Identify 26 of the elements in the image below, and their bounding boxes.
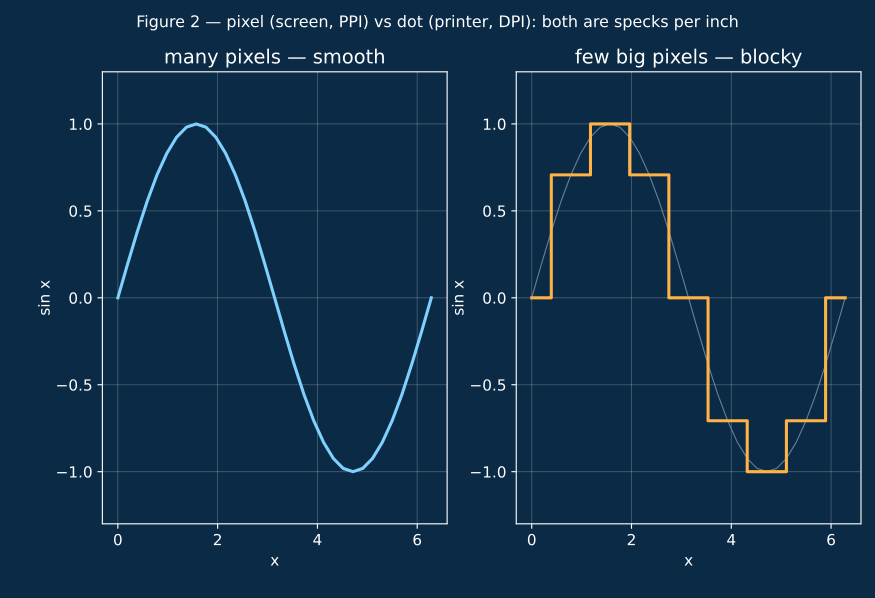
y-tick-label: 0.0 <box>483 292 506 304</box>
x-tick-label: 6 <box>827 534 835 546</box>
y-tick-label: 1.0 <box>484 118 506 130</box>
x-tick-label: 2 <box>214 534 221 546</box>
chart-title: many pixels — smooth <box>166 48 384 68</box>
x-tick-label: 0 <box>114 534 122 546</box>
caption: Figure 2 — pixel (screen, PPI) vs dot (printer, DPI): both are specks per inch <box>138 14 738 30</box>
y-tick-label: −0.5 <box>57 379 92 391</box>
line-series <box>116 122 433 474</box>
y-tick-label: 0.0 <box>69 292 92 304</box>
y-tick-label: −1.0 <box>471 466 506 478</box>
x-tick-label: 4 <box>727 534 736 546</box>
x-tick-label: 4 <box>313 534 322 546</box>
x-tick-label: 6 <box>413 534 422 546</box>
y-tick-label: 1.0 <box>70 118 92 130</box>
x-axis-title: x <box>684 557 693 566</box>
y-axis-title: sin x <box>452 280 464 315</box>
y-tick-label: 0.5 <box>69 205 92 217</box>
chart-title: few big pixels — blocky <box>575 48 802 68</box>
y-tick-label: 0.5 <box>483 205 506 217</box>
x-tick-label: 2 <box>628 534 635 546</box>
y-axis-title: sin x <box>38 280 50 315</box>
y-tick-label: −1.0 <box>57 466 92 478</box>
y-tick-label: −0.5 <box>471 379 506 391</box>
x-axis-title: x <box>270 557 279 566</box>
x-tick-label: 0 <box>528 534 536 546</box>
